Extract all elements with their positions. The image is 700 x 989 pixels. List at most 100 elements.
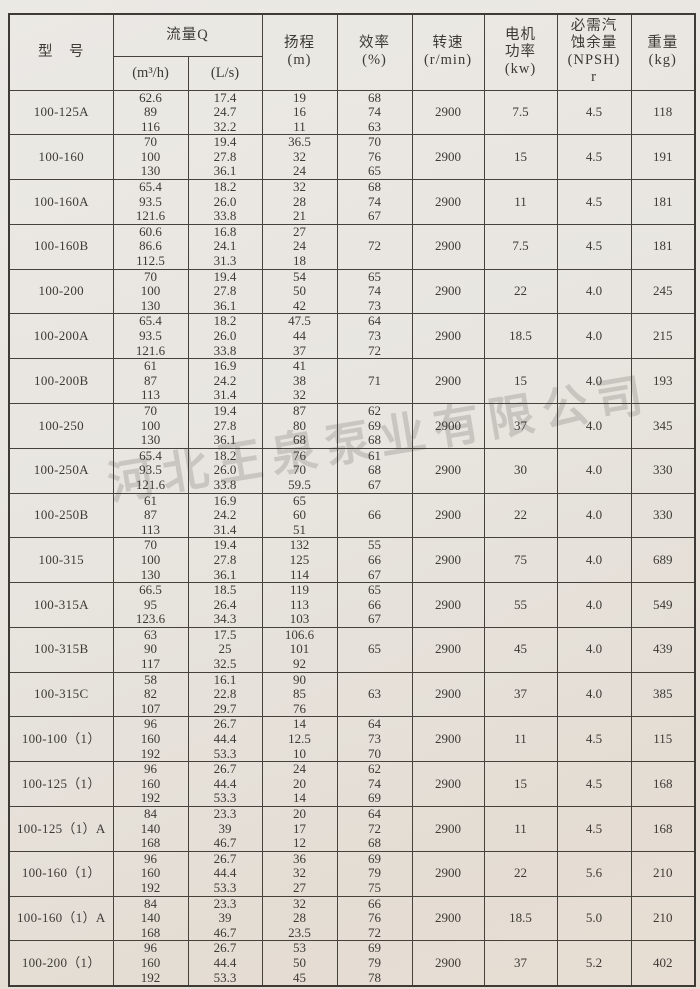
cell-power: 37: [483, 671, 558, 718]
cell-speed: 2900: [411, 402, 485, 449]
cell-flow-ls: 19.4 27.8 36.1: [187, 537, 263, 584]
cell-flow-m3h: 58 82 107: [112, 671, 189, 718]
cell-weight: 402: [630, 940, 696, 987]
table-row: 100-160（1） 96 160 192 26.7 44.4 53.3 36 32 …: [8, 850, 696, 897]
table-row: 100-200B 61 87 113 16.9 24.2 31.4 41 38 32 7…: [8, 358, 696, 404]
cell-efficiency: 61 68 67: [336, 447, 413, 494]
header-flow-group: 流量Q: [112, 13, 263, 57]
table-row: 100-315B 63 90 117 17.5 25 32.5 106.6 101 9…: [8, 626, 696, 673]
table-body: 100-125A 62.6 89 116 17.4 24.7 32.2 19 16 1…: [8, 89, 696, 987]
cell-head: 20 17 12: [261, 806, 338, 852]
cell-npsh: 4.0: [556, 626, 632, 673]
cell-model: 100-200A: [8, 313, 114, 360]
cell-head: 119 113 103: [261, 582, 338, 628]
table-row: 100-250 70 100 130 19.4 27.8 36.1 87 80 68 6…: [8, 402, 696, 449]
cell-power: 15: [483, 761, 558, 807]
cell-flow-m3h: 65.4 93.5 121.6: [112, 447, 189, 494]
table-header: 型 号 流量Q 扬程 (m) 效率 (%) 转速 (r/min) 电机 功率 (…: [8, 13, 696, 91]
cell-head: 32 28 23.5: [261, 895, 338, 942]
cell-flow-m3h: 70 100 130: [112, 402, 189, 449]
table-row: 100-200A 65.4 93.5 121.6 18.2 26.0 33.8 47.…: [8, 313, 696, 360]
cell-head: 36.5 32 24: [261, 134, 338, 181]
cell-weight: 689: [630, 537, 696, 584]
cell-speed: 2900: [411, 761, 485, 807]
cell-efficiency: 65 74 73: [336, 268, 413, 315]
cell-efficiency: 64 73 72: [336, 313, 413, 360]
cell-speed: 2900: [411, 582, 485, 628]
cell-efficiency: 65: [336, 626, 413, 673]
cell-head: 76 70 59.5: [261, 447, 338, 494]
cell-flow-ls: 18.2 26.0 33.8: [187, 447, 263, 494]
cell-power: 18.5: [483, 313, 558, 360]
cell-power: 75: [483, 537, 558, 584]
cell-weight: 210: [630, 850, 696, 897]
cell-weight: 345: [630, 402, 696, 449]
cell-model: 100-100（1）: [8, 716, 114, 763]
cell-efficiency: 63: [336, 671, 413, 718]
cell-flow-ls: 26.7 44.4 53.3: [187, 850, 263, 897]
cell-model: 100-315B: [8, 626, 114, 673]
cell-model: 100-315: [8, 537, 114, 584]
cell-power: 15: [483, 358, 558, 404]
cell-power: 22: [483, 850, 558, 897]
cell-efficiency: 64 73 70: [336, 716, 413, 763]
table-row: 100-250B 61 87 113 16.9 24.2 31.4 65 60 51 6…: [8, 492, 696, 539]
cell-speed: 2900: [411, 492, 485, 539]
cell-model: 100-160B: [8, 223, 114, 270]
cell-efficiency: 68 74 63: [336, 89, 413, 136]
cell-efficiency: 69 79 78: [336, 940, 413, 987]
cell-weight: 115: [630, 716, 696, 763]
cell-head: 14 12.5 10: [261, 716, 338, 763]
table-row: 100-125A 62.6 89 116 17.4 24.7 32.2 19 16 1…: [8, 89, 696, 136]
cell-model: 100-250B: [8, 492, 114, 539]
cell-flow-ls: 18.5 26.4 34.3: [187, 582, 263, 628]
cell-speed: 2900: [411, 716, 485, 763]
cell-flow-ls: 17.4 24.7 32.2: [187, 89, 263, 136]
cell-head: 65 60 51: [261, 492, 338, 539]
cell-speed: 2900: [411, 358, 485, 404]
cell-efficiency: 62 69 68: [336, 402, 413, 449]
cell-speed: 2900: [411, 940, 485, 987]
cell-flow-m3h: 96 160 192: [112, 940, 189, 987]
cell-flow-ls: 18.2 26.0 33.8: [187, 313, 263, 360]
cell-power: 18.5: [483, 895, 558, 942]
cell-flow-m3h: 84 140 168: [112, 806, 189, 852]
cell-flow-ls: 16.9 24.2 31.4: [187, 358, 263, 404]
cell-model: 100-160（1）A: [8, 895, 114, 942]
cell-npsh: 4.5: [556, 179, 632, 225]
cell-weight: 210: [630, 895, 696, 942]
cell-efficiency: 55 66 67: [336, 537, 413, 584]
cell-flow-ls: 26.7 44.4 53.3: [187, 761, 263, 807]
cell-speed: 2900: [411, 895, 485, 942]
cell-flow-m3h: 62.6 89 116: [112, 89, 189, 136]
table-row: 100-125（1） 96 160 192 26.7 44.4 53.3 24 20 …: [8, 761, 696, 807]
cell-head: 53 50 45: [261, 940, 338, 987]
cell-power: 7.5: [483, 89, 558, 136]
cell-speed: 2900: [411, 850, 485, 897]
table-row: 100-315A 66.5 95 123.6 18.5 26.4 34.3 119 1…: [8, 582, 696, 628]
cell-weight: 168: [630, 806, 696, 852]
table-row: 100-125（1）A 84 140 168 23.3 39 46.7 20 17 1…: [8, 806, 696, 852]
cell-npsh: 4.5: [556, 716, 632, 763]
header-weight: 重量 (kg): [630, 13, 696, 91]
cell-power: 37: [483, 402, 558, 449]
cell-npsh: 4.0: [556, 447, 632, 494]
cell-efficiency: 66 76 72: [336, 895, 413, 942]
cell-speed: 2900: [411, 134, 485, 181]
cell-power: 22: [483, 268, 558, 315]
cell-weight: 549: [630, 582, 696, 628]
cell-model: 100-250: [8, 402, 114, 449]
table-row: 100-200 70 100 130 19.4 27.8 36.1 54 50 42 6…: [8, 268, 696, 315]
cell-speed: 2900: [411, 537, 485, 584]
pump-spec-table: 型 号 流量Q 扬程 (m) 效率 (%) 转速 (r/min) 电机 功率 (…: [8, 13, 697, 988]
cell-speed: 2900: [411, 268, 485, 315]
cell-npsh: 4.0: [556, 492, 632, 539]
cell-weight: 193: [630, 358, 696, 404]
cell-power: 45: [483, 626, 558, 673]
cell-flow-m3h: 61 87 113: [112, 358, 189, 404]
cell-flow-m3h: 96 160 192: [112, 761, 189, 807]
cell-speed: 2900: [411, 89, 485, 136]
cell-flow-ls: 16.8 24.1 31.3: [187, 223, 263, 270]
cell-model: 100-315C: [8, 671, 114, 718]
table-row: 100-160（1）A 84 140 168 23.3 39 46.7 32 28 2…: [8, 895, 696, 942]
